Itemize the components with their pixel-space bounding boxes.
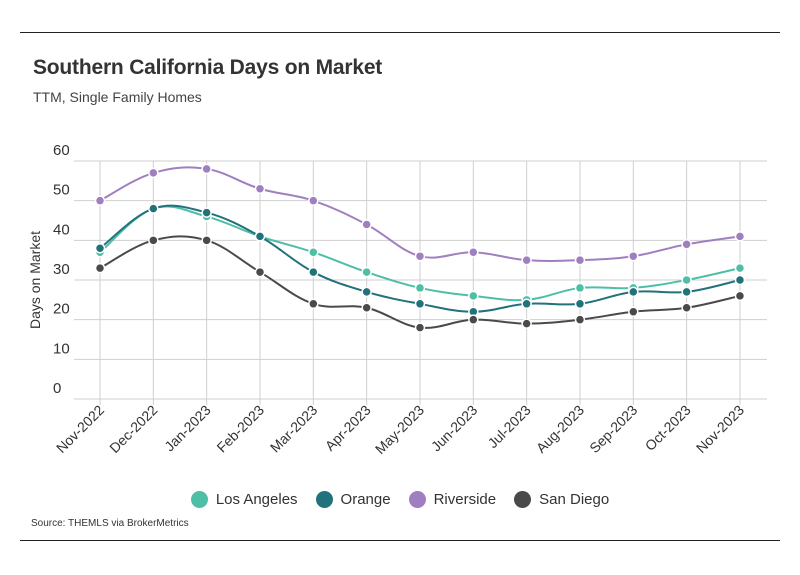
- y-tick-label: 10: [53, 340, 70, 357]
- data-point: [148, 203, 159, 214]
- data-point: [574, 282, 586, 294]
- data-point: [254, 183, 266, 195]
- y-tick-label: 0: [53, 380, 61, 397]
- legend-label: San Diego: [539, 491, 610, 508]
- data-point: [734, 231, 746, 242]
- legend-item: San Diego: [514, 491, 609, 508]
- series-group: [94, 163, 746, 333]
- y-axis-label: Days on Market: [27, 231, 43, 329]
- x-axis: Nov-2022 Dec-2022 Jan-2023 Feb-2023 Mar-2023…: [53, 402, 747, 457]
- x-tick-label: Nov-2022: [53, 402, 107, 456]
- data-point: [148, 167, 159, 179]
- data-point: [201, 207, 212, 218]
- legend-item: Riverside: [408, 491, 497, 508]
- x-tick-label: Mar-2023: [267, 402, 321, 456]
- x-tick-label: Feb-2023: [213, 402, 267, 456]
- data-point: [414, 250, 426, 262]
- legend-swatch: [514, 491, 532, 508]
- data-point: [468, 290, 479, 302]
- legend-swatch: [408, 491, 426, 508]
- data-point: [148, 235, 159, 246]
- data-point: [628, 286, 639, 298]
- data-point: [94, 243, 106, 254]
- data-point: [468, 314, 479, 325]
- data-point: [254, 266, 266, 278]
- y-tick-label: 40: [53, 221, 70, 238]
- legend-label: Los Angeles: [215, 491, 298, 508]
- data-point: [308, 298, 319, 310]
- x-tick-label: Dec-2022: [106, 402, 160, 456]
- data-point: [308, 266, 319, 278]
- top-rule: [20, 32, 780, 33]
- data-point: [201, 235, 212, 246]
- data-point: [361, 219, 372, 230]
- data-point: [201, 163, 212, 175]
- data-point: [521, 298, 532, 310]
- data-point: [361, 302, 372, 314]
- legend-label: Riverside: [433, 491, 497, 508]
- legend-swatch: [315, 491, 333, 508]
- data-point: [94, 195, 106, 206]
- x-tick-label: Jun-2023: [428, 402, 481, 455]
- data-point: [681, 302, 692, 314]
- y-tick-label: 20: [53, 301, 70, 318]
- series-riverside: [94, 163, 746, 266]
- data-point: [414, 298, 426, 310]
- x-tick-label: Sep-2023: [586, 402, 640, 456]
- data-point: [254, 231, 266, 242]
- y-tick-label: 30: [53, 261, 70, 278]
- x-tick-label: Oct-2023: [642, 402, 694, 454]
- data-point: [734, 290, 746, 302]
- data-point: [574, 298, 586, 310]
- x-tick-label: May-2023: [372, 402, 427, 457]
- data-point: [734, 262, 746, 274]
- data-point: [681, 239, 692, 250]
- chart-subtitle: TTM, Single Family Homes: [33, 89, 202, 105]
- data-point: [468, 246, 479, 258]
- y-axis: 0 10 20 30 40 50 60: [53, 142, 70, 397]
- data-point: [574, 314, 586, 325]
- legend: Los Angeles Orange Riverside San Diego: [0, 491, 800, 508]
- series-orange: [94, 203, 746, 317]
- y-tick-label: 60: [53, 142, 70, 159]
- data-point: [521, 254, 532, 266]
- x-tick-label: Nov-2023: [693, 402, 747, 456]
- x-tick-label: Apr-2023: [322, 402, 374, 454]
- x-tick-label: Aug-2023: [533, 402, 587, 456]
- data-point: [94, 262, 106, 274]
- bottom-rule: [20, 540, 780, 541]
- legend-item: Los Angeles: [190, 491, 298, 508]
- series-san-diego: [94, 235, 746, 333]
- y-tick-label: 50: [53, 182, 70, 199]
- chart-title: Southern California Days on Market: [33, 56, 383, 79]
- data-point: [414, 322, 426, 333]
- data-point: [521, 318, 532, 329]
- x-tick-label: Jul-2023: [484, 402, 533, 451]
- legend-item: Orange: [315, 491, 391, 508]
- legend-label: Orange: [340, 491, 391, 508]
- x-tick-label: Jan-2023: [161, 402, 214, 455]
- grid: [74, 160, 767, 405]
- legend-swatch: [190, 491, 208, 508]
- data-point: [681, 286, 692, 298]
- data-point: [681, 274, 692, 286]
- data-point: [361, 286, 372, 298]
- source-note: Source: THEMLS via BrokerMetrics: [31, 518, 189, 529]
- data-point: [308, 195, 319, 206]
- data-point: [414, 282, 426, 294]
- data-point: [574, 254, 586, 266]
- data-point: [308, 246, 319, 258]
- data-point: [361, 266, 372, 278]
- data-point: [628, 250, 639, 262]
- data-point: [734, 274, 746, 286]
- data-point: [628, 306, 639, 317]
